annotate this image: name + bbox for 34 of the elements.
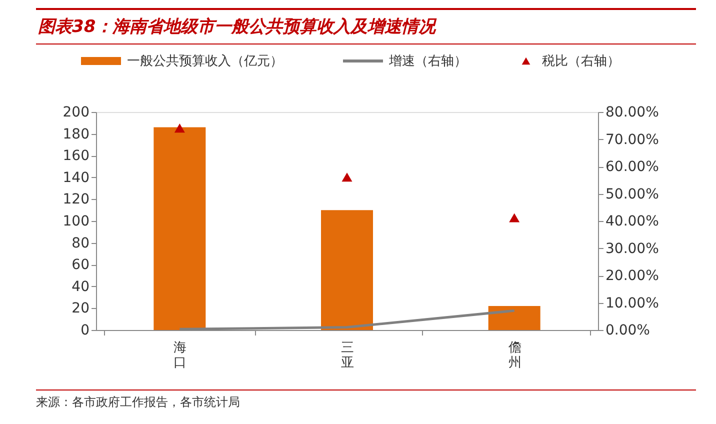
y-tick-label: 80 — [72, 235, 90, 252]
y2-tick-label: 30.00% — [606, 240, 659, 257]
y-tick-label: 180 — [62, 126, 90, 142]
y2-tick-label: 70.00% — [606, 132, 659, 148]
y2-tick-label: 10.00% — [606, 295, 659, 312]
y-tick-label: 100 — [62, 214, 90, 230]
legend-label: 一般公共预算收入（亿元） — [127, 54, 283, 69]
y2-tick-label: 60.00% — [606, 159, 659, 175]
y-tick-label: 200 — [62, 104, 90, 120]
legend-label: 税比（右轴） — [542, 54, 620, 69]
chart-title: 图表38：海南省地级市一般公共预算收入及增速情况 — [38, 17, 438, 37]
y-tick-label: 20 — [72, 300, 90, 317]
y2-tick-label: 0.00% — [606, 322, 650, 338]
y2-tick-label: 50.00% — [606, 186, 659, 202]
x-tick-label: 儋州 — [508, 340, 522, 370]
y-tick-label: 60 — [72, 257, 90, 274]
x-tick-label: 三亚 — [341, 340, 354, 370]
y2-tick-label: 80.00% — [606, 104, 659, 120]
bar — [321, 210, 373, 330]
bar — [488, 306, 540, 330]
y-tick-label: 160 — [62, 148, 90, 164]
point — [342, 172, 352, 182]
source-note: 来源：各市政府工作报告，各市统计局 — [36, 395, 240, 409]
y-tick-label: 40 — [72, 278, 90, 295]
y2-tick-label: 20.00% — [606, 268, 659, 284]
x-tick-label: 海口 — [174, 340, 187, 370]
bar — [154, 127, 206, 330]
y-tick-label: 120 — [62, 192, 90, 208]
y-tick-label: 140 — [62, 170, 90, 186]
point — [174, 124, 185, 133]
legend-label: 增速（右轴） — [388, 54, 467, 69]
y-tick-label: 0 — [80, 322, 90, 338]
point — [509, 213, 520, 222]
y2-tick-label: 40.00% — [606, 214, 659, 230]
